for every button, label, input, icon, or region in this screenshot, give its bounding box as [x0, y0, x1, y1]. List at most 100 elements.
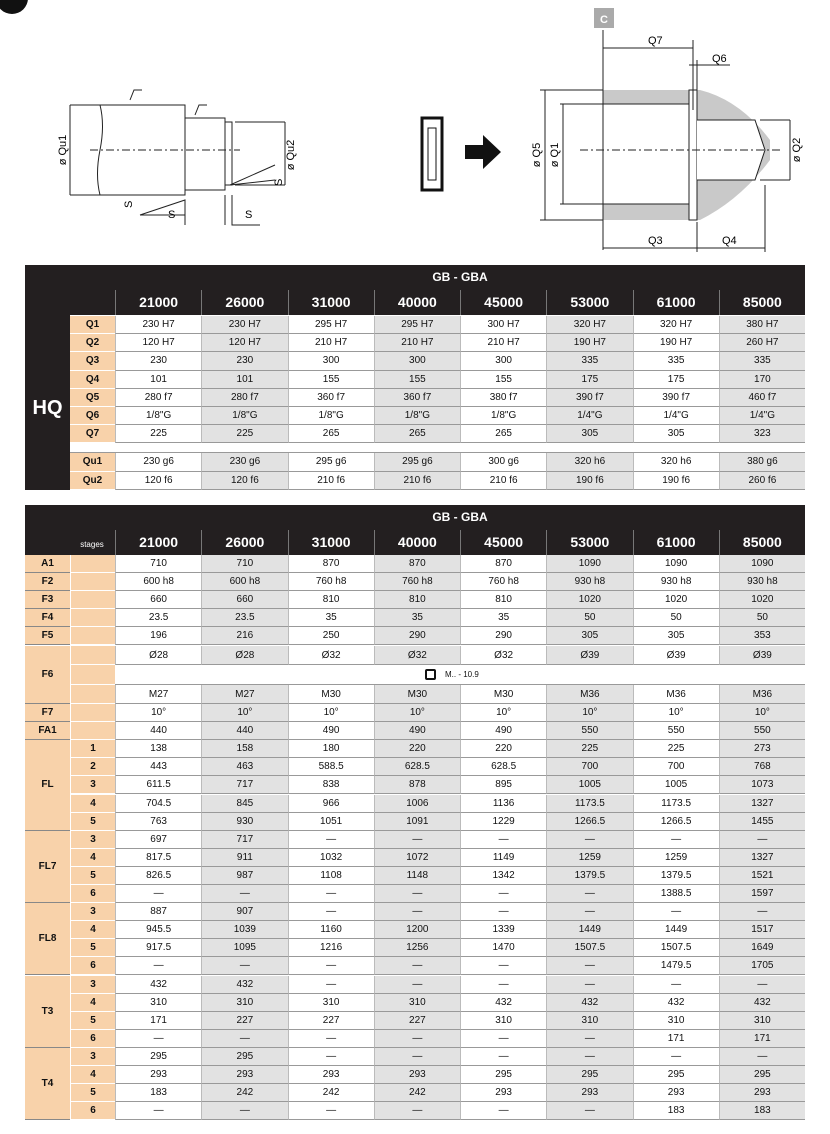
row-label: Q3: [70, 352, 115, 371]
cell: 230 g6: [115, 453, 202, 472]
cell: 310: [115, 993, 202, 1012]
cell: 440: [115, 722, 202, 741]
cell: 760 h8: [373, 573, 460, 592]
cell: 183: [115, 1084, 202, 1103]
cell: 50: [546, 609, 633, 628]
cell: 1020: [718, 591, 805, 610]
cell: —: [373, 1102, 460, 1121]
note-band: [115, 665, 805, 685]
cell: 300: [460, 352, 547, 371]
cell: 242: [287, 1084, 374, 1103]
cell: 1339: [460, 921, 547, 940]
stage-cell: 3: [70, 830, 115, 849]
left-drawing: [69, 89, 286, 226]
group-label: HQ: [32, 397, 63, 419]
cell: 120 f6: [115, 471, 202, 490]
cell: 190 H7: [546, 334, 633, 353]
cell: 1/8"G: [201, 407, 288, 426]
cell: 227: [373, 1011, 460, 1030]
cell: 310: [460, 1011, 547, 1030]
cell: 293: [632, 1084, 719, 1103]
cell: 768: [718, 758, 805, 777]
cell: —: [460, 830, 547, 849]
cell: 295: [546, 1066, 633, 1085]
stage-cell: [70, 573, 115, 592]
column-header: 40000: [373, 290, 460, 315]
stage-cell: 1: [70, 740, 115, 759]
note-icon: [425, 669, 436, 680]
cell: 225: [546, 740, 633, 759]
cell: 1020: [546, 591, 633, 610]
cell: 810: [287, 591, 374, 610]
cell: 265: [373, 425, 460, 444]
cell: —: [201, 885, 288, 904]
cell: 171: [632, 1029, 719, 1048]
cell: 1073: [718, 776, 805, 795]
cell: —: [287, 830, 374, 849]
label: Q7: [648, 35, 663, 47]
cell: 305: [546, 425, 633, 444]
row-label: Q7: [70, 425, 115, 444]
cell: 290: [373, 627, 460, 646]
stage-cell: 5: [70, 939, 115, 958]
cell: 265: [460, 425, 547, 444]
cell: 550: [632, 722, 719, 741]
cell: 1072: [373, 848, 460, 867]
cell: M36: [632, 684, 719, 704]
cell: 930 h8: [632, 573, 719, 592]
cell: 260 H7: [718, 334, 805, 353]
cell: 1379.5: [546, 866, 633, 885]
cell: 210 f6: [460, 471, 547, 490]
cell: 295 g6: [287, 453, 374, 472]
cell: —: [546, 957, 633, 976]
cell: —: [718, 1047, 805, 1066]
cell: 295: [460, 1066, 547, 1085]
cell: —: [546, 903, 633, 922]
label: ø Qu1: [57, 135, 69, 166]
cell: 10°: [287, 704, 374, 723]
label: ø Qu2: [285, 140, 297, 171]
cell: 1705: [718, 957, 805, 976]
cell: 305: [632, 627, 719, 646]
cell: 300 g6: [460, 453, 547, 472]
label: ø Q2: [791, 138, 803, 162]
cell: 175: [546, 370, 633, 389]
column-header: 31000: [287, 530, 374, 555]
cell: 628.5: [373, 758, 460, 777]
cell: 432: [632, 993, 719, 1012]
cell: 295 H7: [287, 316, 374, 335]
cell: 310: [546, 1011, 633, 1030]
cell: 987: [201, 866, 288, 885]
cell: Ø32: [373, 645, 460, 665]
cell: 911: [201, 848, 288, 867]
cell: 845: [201, 794, 288, 813]
cell: 1259: [546, 848, 633, 867]
column-header: 26000: [201, 290, 287, 315]
cell: 1379.5: [632, 866, 719, 885]
column-header: 45000: [460, 530, 546, 555]
label: Q3: [648, 235, 663, 247]
stage-cell: 4: [70, 921, 115, 940]
cell: M27: [201, 684, 288, 704]
cell: M30: [373, 684, 460, 704]
cell: 490: [460, 722, 547, 741]
cell: —: [287, 885, 374, 904]
cell: Ø39: [718, 645, 805, 665]
cell: —: [201, 957, 288, 976]
cell: 210 f6: [287, 471, 374, 490]
stage-cell: [70, 665, 115, 685]
cell: 171: [115, 1011, 202, 1030]
cell: 907: [201, 903, 288, 922]
cell: 628.5: [460, 758, 547, 777]
cell: 293: [115, 1066, 202, 1085]
cell: —: [115, 957, 202, 976]
cell: 225: [115, 425, 202, 444]
cell: 717: [201, 830, 288, 849]
cell: 310: [632, 1011, 719, 1030]
cell: 305: [546, 627, 633, 646]
cell: 1216: [287, 939, 374, 958]
cell: 588.5: [287, 758, 374, 777]
cell: —: [287, 1047, 374, 1066]
gap: [70, 443, 805, 454]
cell: 1507.5: [546, 939, 633, 958]
